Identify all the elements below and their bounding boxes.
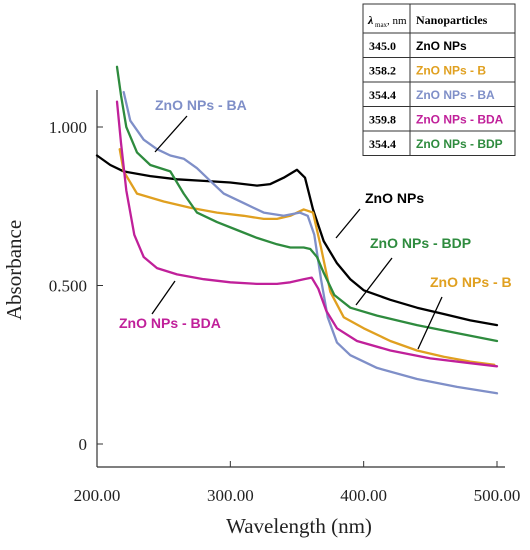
annotation-leader-line [335,208,361,239]
series-lines [95,65,499,395]
annotation-leader-line [417,296,443,350]
series-zno-nps-ba [122,90,499,395]
table-cell-lambda: 358.2 [369,64,396,78]
table-cell-nanoparticle: ZnO NPs - BDA [416,113,504,127]
table-cell-nanoparticle: ZnO NPs [416,39,467,53]
x-tick-label: 200.00 [74,486,121,505]
annotation-label: ZnO NPs [365,190,424,206]
series-zno-nps [95,154,499,327]
lambda-max-table: λ max, nm Nanoparticles 345.0 ZnO NPs 358.2 Zn… [362,3,516,156]
y-axis-title: Absorbance [2,220,26,320]
table-header-lambda: λ [367,13,374,27]
table-header-nanoparticles: Nanoparticles [416,13,488,27]
x-tick-label: 400.00 [340,486,387,505]
series-zno-nps-b [118,148,496,366]
annotation-label: ZnO NPs - BDA [119,315,221,331]
table-header-unit: , nm [387,15,407,27]
series-zno-nps-bda [115,100,499,368]
tick-labels: 200.00 300.00 400.00 500.00 0 0.500 1.000 [49,118,521,505]
series-zno-nps-bdp [115,65,499,343]
annotations: ZnO NPs - BA ZnO NPs ZnO NPs - BDP ZnO NPs … [119,97,512,350]
x-tick-label: 500.00 [474,486,521,505]
annotation-label: ZnO NPs - BDP [370,235,471,251]
y-tick-label: 0 [79,435,88,454]
annotation-leader-line [154,115,188,153]
table-cell-lambda: 354.4 [369,137,396,151]
y-tick-label: 1.000 [49,118,87,137]
table-cell-lambda: 345.0 [369,39,396,53]
table-cell-lambda: 354.4 [369,88,396,102]
annotation-label: ZnO NPs - BA [155,97,247,113]
annotation-label: ZnO NPs - B [430,274,512,290]
table-border [362,3,516,156]
axes [96,90,505,468]
x-axis-title: Wavelength (nm) [226,514,372,538]
table-cell-nanoparticle: ZnO NPs - B [416,64,486,78]
table-cell-lambda: 359.8 [369,113,396,127]
table-cell-nanoparticle: ZnO NPs - BDP [416,137,503,151]
table-cell-nanoparticle: ZnO NPs - BA [416,88,495,102]
x-tick-label: 300.00 [207,486,254,505]
y-tick-label: 0.500 [49,277,87,296]
annotation-leader-line [151,280,176,315]
annotation-leader-line [355,257,393,306]
table-header-lambda-sub: max [375,21,388,29]
